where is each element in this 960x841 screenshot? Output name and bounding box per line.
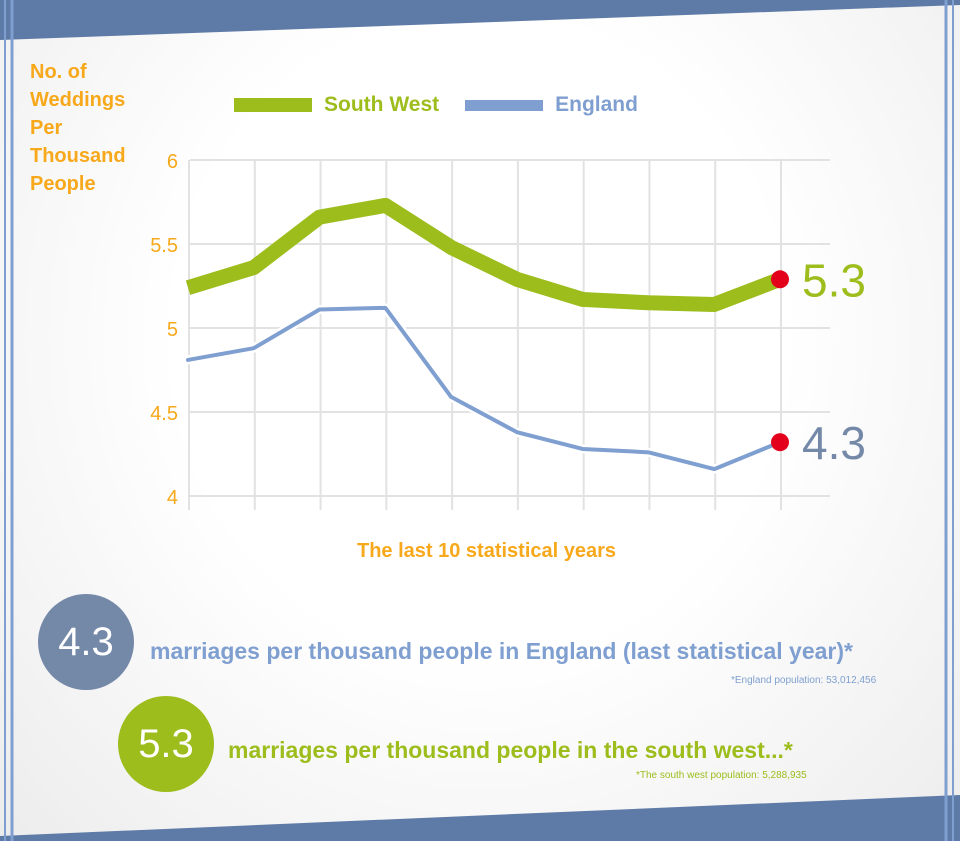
line-chart: 6 5.5 5 4.5 4 5.3 4.3	[150, 151, 866, 510]
series-line-south-west	[185, 197, 783, 312]
chart-legend: South West England	[234, 90, 664, 120]
legend-item-south-west: South West	[234, 93, 439, 117]
series-halo-england	[183, 303, 785, 474]
legend-item-england: England	[465, 93, 638, 117]
y-axis-title: No. of Weddings Per Thousand People	[30, 58, 160, 198]
england-stat-circle: 4.3	[38, 594, 134, 690]
y-axis-title-line: People	[30, 173, 96, 195]
legend-label-south-west: South West	[324, 93, 440, 116]
south-west-population-note: *The south west population: 5,288,935	[636, 770, 807, 781]
y-axis-title-line: Weddings	[30, 89, 126, 111]
endpoint-label-south-west: 5.3	[802, 254, 866, 306]
endpoint-marker-south-west	[771, 270, 789, 289]
legend-label-england: England	[555, 93, 638, 116]
bottom-banner	[0, 795, 960, 841]
legend-swatch-south-west	[234, 98, 312, 112]
top-banner	[0, 0, 960, 40]
legend-swatch-england	[465, 99, 544, 111]
y-tick-label: 6	[167, 151, 178, 173]
england-stat-text: marriages per thousand people in England…	[150, 638, 853, 664]
south-west-stat-circle: 5.3	[118, 696, 214, 792]
y-tick-label: 4.5	[150, 403, 178, 425]
y-tick-label: 5	[167, 319, 178, 341]
x-axis-title: The last 10 statistical years	[357, 540, 617, 562]
y-tick-label: 5.5	[150, 235, 178, 257]
england-population-note: *England population: 53,012,456	[731, 675, 877, 686]
endpoint-marker-england	[771, 433, 789, 452]
y-tick-label: 4	[167, 487, 178, 509]
y-axis-title-line: No. of	[30, 61, 87, 83]
south-west-stat-text: marriages per thousand people in the sou…	[228, 737, 793, 763]
series-line-england	[186, 305, 782, 472]
y-axis-title-line: Per	[30, 117, 63, 139]
y-axis-title-line: Thousand	[30, 145, 126, 167]
endpoint-label-england: 4.3	[802, 417, 866, 469]
